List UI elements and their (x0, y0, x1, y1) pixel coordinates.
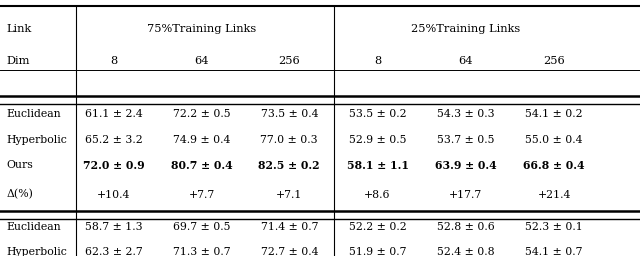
Text: 72.7 ± 0.4: 72.7 ± 0.4 (260, 247, 318, 256)
Text: +7.7: +7.7 (188, 189, 215, 200)
Text: 72.2 ± 0.5: 72.2 ± 0.5 (173, 109, 230, 119)
Text: 55.0 ± 0.4: 55.0 ± 0.4 (525, 134, 583, 145)
Text: Hyperbolic: Hyperbolic (6, 247, 67, 256)
Text: 54.1 ± 0.7: 54.1 ± 0.7 (525, 247, 583, 256)
Text: 53.7 ± 0.5: 53.7 ± 0.5 (437, 134, 495, 145)
Text: 53.5 ± 0.2: 53.5 ± 0.2 (349, 109, 406, 119)
Text: +8.6: +8.6 (364, 189, 391, 200)
Text: 256: 256 (543, 56, 565, 67)
Text: 62.3 ± 2.7: 62.3 ± 2.7 (85, 247, 143, 256)
Text: 75%Training Links: 75%Training Links (147, 24, 256, 35)
Text: 52.2 ± 0.2: 52.2 ± 0.2 (349, 221, 406, 232)
Text: 80.7 ± 0.4: 80.7 ± 0.4 (171, 160, 232, 170)
Text: 8: 8 (374, 56, 381, 67)
Text: +17.7: +17.7 (449, 189, 483, 200)
Text: 25%Training Links: 25%Training Links (412, 24, 520, 35)
Text: 52.3 ± 0.1: 52.3 ± 0.1 (525, 221, 583, 232)
Text: 77.0 ± 0.3: 77.0 ± 0.3 (260, 134, 318, 145)
Text: 54.1 ± 0.2: 54.1 ± 0.2 (525, 109, 583, 119)
Text: +21.4: +21.4 (538, 189, 571, 200)
Text: 52.9 ± 0.5: 52.9 ± 0.5 (349, 134, 406, 145)
Text: 66.8 ± 0.4: 66.8 ± 0.4 (524, 160, 585, 170)
Text: Ours: Ours (6, 160, 33, 170)
Text: 63.9 ± 0.4: 63.9 ± 0.4 (435, 160, 497, 170)
Text: 71.3 ± 0.7: 71.3 ± 0.7 (173, 247, 230, 256)
Text: Link: Link (6, 24, 31, 35)
Text: Δ(%): Δ(%) (6, 189, 33, 200)
Text: 65.2 ± 3.2: 65.2 ± 3.2 (85, 134, 143, 145)
Text: Euclidean: Euclidean (6, 221, 61, 232)
Text: 52.4 ± 0.8: 52.4 ± 0.8 (437, 247, 495, 256)
Text: 73.5 ± 0.4: 73.5 ± 0.4 (260, 109, 318, 119)
Text: 72.0 ± 0.9: 72.0 ± 0.9 (83, 160, 145, 170)
Text: 74.9 ± 0.4: 74.9 ± 0.4 (173, 134, 230, 145)
Text: 52.8 ± 0.6: 52.8 ± 0.6 (437, 221, 495, 232)
Text: 8: 8 (110, 56, 118, 67)
Text: 61.1 ± 2.4: 61.1 ± 2.4 (85, 109, 143, 119)
Text: 256: 256 (278, 56, 300, 67)
Text: 82.5 ± 0.2: 82.5 ± 0.2 (259, 160, 320, 170)
Text: +7.1: +7.1 (276, 189, 303, 200)
Text: 69.7 ± 0.5: 69.7 ± 0.5 (173, 221, 230, 232)
Text: Hyperbolic: Hyperbolic (6, 134, 67, 145)
Text: 58.1 ± 1.1: 58.1 ± 1.1 (347, 160, 408, 170)
Text: 64: 64 (195, 56, 209, 67)
Text: 54.3 ± 0.3: 54.3 ± 0.3 (437, 109, 495, 119)
Text: Euclidean: Euclidean (6, 109, 61, 119)
Text: 71.4 ± 0.7: 71.4 ± 0.7 (260, 221, 318, 232)
Text: +10.4: +10.4 (97, 189, 131, 200)
Text: 58.7 ± 1.3: 58.7 ± 1.3 (85, 221, 143, 232)
Text: 64: 64 (459, 56, 473, 67)
Text: Dim: Dim (6, 56, 30, 67)
Text: 51.9 ± 0.7: 51.9 ± 0.7 (349, 247, 406, 256)
